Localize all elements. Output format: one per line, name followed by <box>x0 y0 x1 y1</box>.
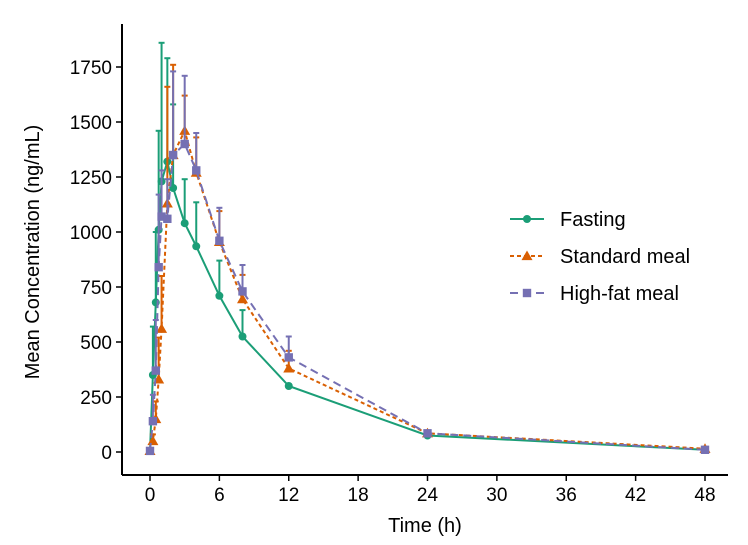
legend: Fasting Standard meal High-fat meal <box>510 209 690 305</box>
data-point <box>284 382 293 390</box>
data-point <box>180 219 189 228</box>
x-tick-label: 0 <box>145 485 156 506</box>
y-tick-label: 1750 <box>70 58 112 79</box>
data-point <box>148 417 158 426</box>
data-point <box>238 287 247 296</box>
legend-swatch-marker <box>521 250 533 261</box>
series-line <box>149 142 706 451</box>
data-point <box>154 263 163 272</box>
y-axis-title: Mean Concentration (ng/mL) <box>22 125 44 380</box>
data-point <box>215 236 224 245</box>
legend-swatch-marker <box>522 288 532 298</box>
data-point <box>238 332 247 341</box>
y-tick-label: 250 <box>80 388 112 409</box>
y-tick-label: 1250 <box>70 168 112 189</box>
y-tick-label: 500 <box>80 333 112 354</box>
y-tick-label: 1000 <box>70 223 112 244</box>
data-point <box>168 150 178 160</box>
y-tick-label: 0 <box>101 443 112 464</box>
x-tick-label: 12 <box>278 485 299 506</box>
legend-label: Standard meal <box>560 246 690 268</box>
data-point <box>151 366 160 375</box>
x-tick-label: 18 <box>348 485 369 506</box>
data-point <box>283 362 295 373</box>
data-point <box>700 445 710 454</box>
data-point <box>284 353 293 362</box>
ticks-layer: 0 6 12 18 24 30 36 42 48 0 250 500 750 1000 1250 1500 17… <box>70 58 716 506</box>
data-point <box>423 429 432 438</box>
series-layer <box>144 41 711 456</box>
x-tick-label: 36 <box>556 485 577 506</box>
x-tick-label: 24 <box>417 485 439 506</box>
series-high-fat-meal <box>145 70 710 456</box>
data-point <box>147 435 159 446</box>
legend-label: High-fat meal <box>560 283 679 305</box>
data-point <box>157 212 166 221</box>
data-point <box>163 214 172 223</box>
data-point <box>215 291 224 300</box>
axes-layer <box>121 24 728 476</box>
x-tick-label: 42 <box>625 485 646 506</box>
x-tick-label: 48 <box>694 485 715 506</box>
data-point <box>156 323 168 333</box>
x-axis-title: Time (h) <box>388 515 462 537</box>
data-point <box>192 242 201 251</box>
y-tick-label: 750 <box>80 278 112 299</box>
series-line <box>149 161 706 451</box>
data-point <box>192 166 201 175</box>
data-point <box>145 446 155 456</box>
data-point <box>180 139 189 149</box>
legend-item: Fasting <box>510 209 626 231</box>
x-tick-label: 30 <box>486 485 507 506</box>
legend-item: Standard meal <box>510 246 690 268</box>
legend-swatch-marker <box>523 215 531 223</box>
data-point <box>237 293 248 304</box>
legend-item: High-fat meal <box>510 283 679 305</box>
x-tick-label: 6 <box>214 485 225 506</box>
y-tick-label: 1500 <box>70 113 112 134</box>
legend-label: Fasting <box>560 209 626 231</box>
series-line <box>149 127 706 452</box>
